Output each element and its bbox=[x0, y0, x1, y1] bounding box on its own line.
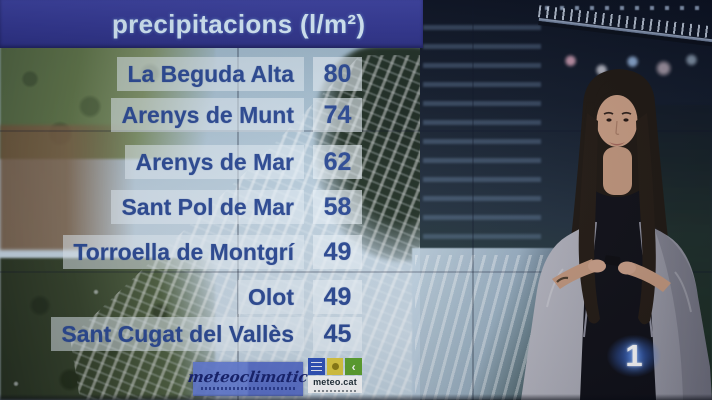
eyebrow-left bbox=[603, 111, 614, 115]
precipitation-row: Arenys de Munt 74 bbox=[0, 98, 362, 132]
precipitation-row: Sant Pol de Mar 58 bbox=[0, 190, 362, 224]
eye-right bbox=[623, 118, 629, 122]
muddy-bank bbox=[0, 125, 150, 250]
videowall-seam-horizontal bbox=[0, 271, 712, 273]
hand-right bbox=[618, 261, 636, 275]
frame-bottom-shade bbox=[0, 394, 712, 400]
municipality-label: La Beguda Alta bbox=[117, 57, 304, 91]
municipality-label: Arenys de Munt bbox=[111, 98, 304, 132]
water-reflection-streaks bbox=[423, 25, 541, 240]
rain-icon bbox=[308, 358, 325, 375]
precipitation-value: 45 bbox=[313, 317, 362, 351]
presenter-clicker bbox=[604, 255, 621, 266]
precipitation-value: 80 bbox=[313, 57, 362, 91]
municipality-label: Sant Pol de Mar bbox=[111, 190, 304, 224]
precipitation-value: 49 bbox=[313, 235, 362, 269]
forearm-right bbox=[626, 262, 671, 292]
precipitation-row: Olot 49 bbox=[0, 280, 362, 314]
precipitation-row: Torroella de Montgrí 49 bbox=[0, 235, 362, 269]
page-title: precipitacions (l/m²) bbox=[112, 9, 366, 39]
meteoclimatic-wordmark: meteoclimatic bbox=[186, 367, 310, 386]
municipality-label: Sant Cugat del Vallès bbox=[51, 317, 304, 351]
forearm-left bbox=[552, 259, 598, 289]
hand-left bbox=[588, 259, 606, 273]
sleeve-fold-right bbox=[674, 271, 692, 313]
meteocat-wordmark: meteo.cat bbox=[308, 376, 362, 389]
precipitation-row: Sant Cugat del Vallès 45 bbox=[0, 317, 362, 351]
sun-icon bbox=[326, 358, 344, 375]
municipality-label: Torroella de Montgrí bbox=[63, 235, 304, 269]
weather-presenter bbox=[521, 69, 712, 400]
municipality-label: Olot bbox=[238, 280, 304, 314]
precipitation-value: 62 bbox=[313, 145, 362, 179]
blazer-shadow bbox=[653, 225, 712, 400]
eyebrow-right bbox=[621, 111, 632, 115]
eye-left bbox=[606, 118, 612, 122]
precipitation-value: 58 bbox=[313, 190, 362, 224]
sleeve-fold-left bbox=[546, 268, 564, 308]
meteocat-symbol-squares: ‹ bbox=[308, 358, 363, 375]
lips bbox=[609, 142, 625, 146]
bracelet bbox=[556, 276, 569, 283]
precipitation-row: La Beguda Alta 80 bbox=[0, 57, 362, 91]
videowall-seam-vertical bbox=[472, 0, 474, 400]
bridge-traffic-lights bbox=[545, 6, 705, 10]
meteocat-logo: ‹ meteo.cat bbox=[308, 358, 363, 397]
channel-1-logo: 1 bbox=[607, 335, 661, 377]
presenter-neck bbox=[603, 147, 632, 195]
municipality-label: Arenys de Mar bbox=[125, 145, 304, 179]
precipitation-value: 74 bbox=[313, 98, 362, 132]
presenter-hairline bbox=[594, 79, 640, 111]
meteoclimatic-logo: meteoclimatic bbox=[187, 362, 309, 396]
nose-shadow bbox=[615, 120, 620, 135]
title-banner: precipitacions (l/m²) bbox=[0, 0, 423, 48]
wind-icon: ‹ bbox=[345, 358, 363, 375]
meteocat-subtext bbox=[308, 389, 362, 393]
meteoclimatic-subtext bbox=[200, 386, 296, 390]
precipitation-value: 49 bbox=[313, 280, 362, 314]
precipitation-row: Arenys de Mar 62 bbox=[0, 145, 362, 179]
